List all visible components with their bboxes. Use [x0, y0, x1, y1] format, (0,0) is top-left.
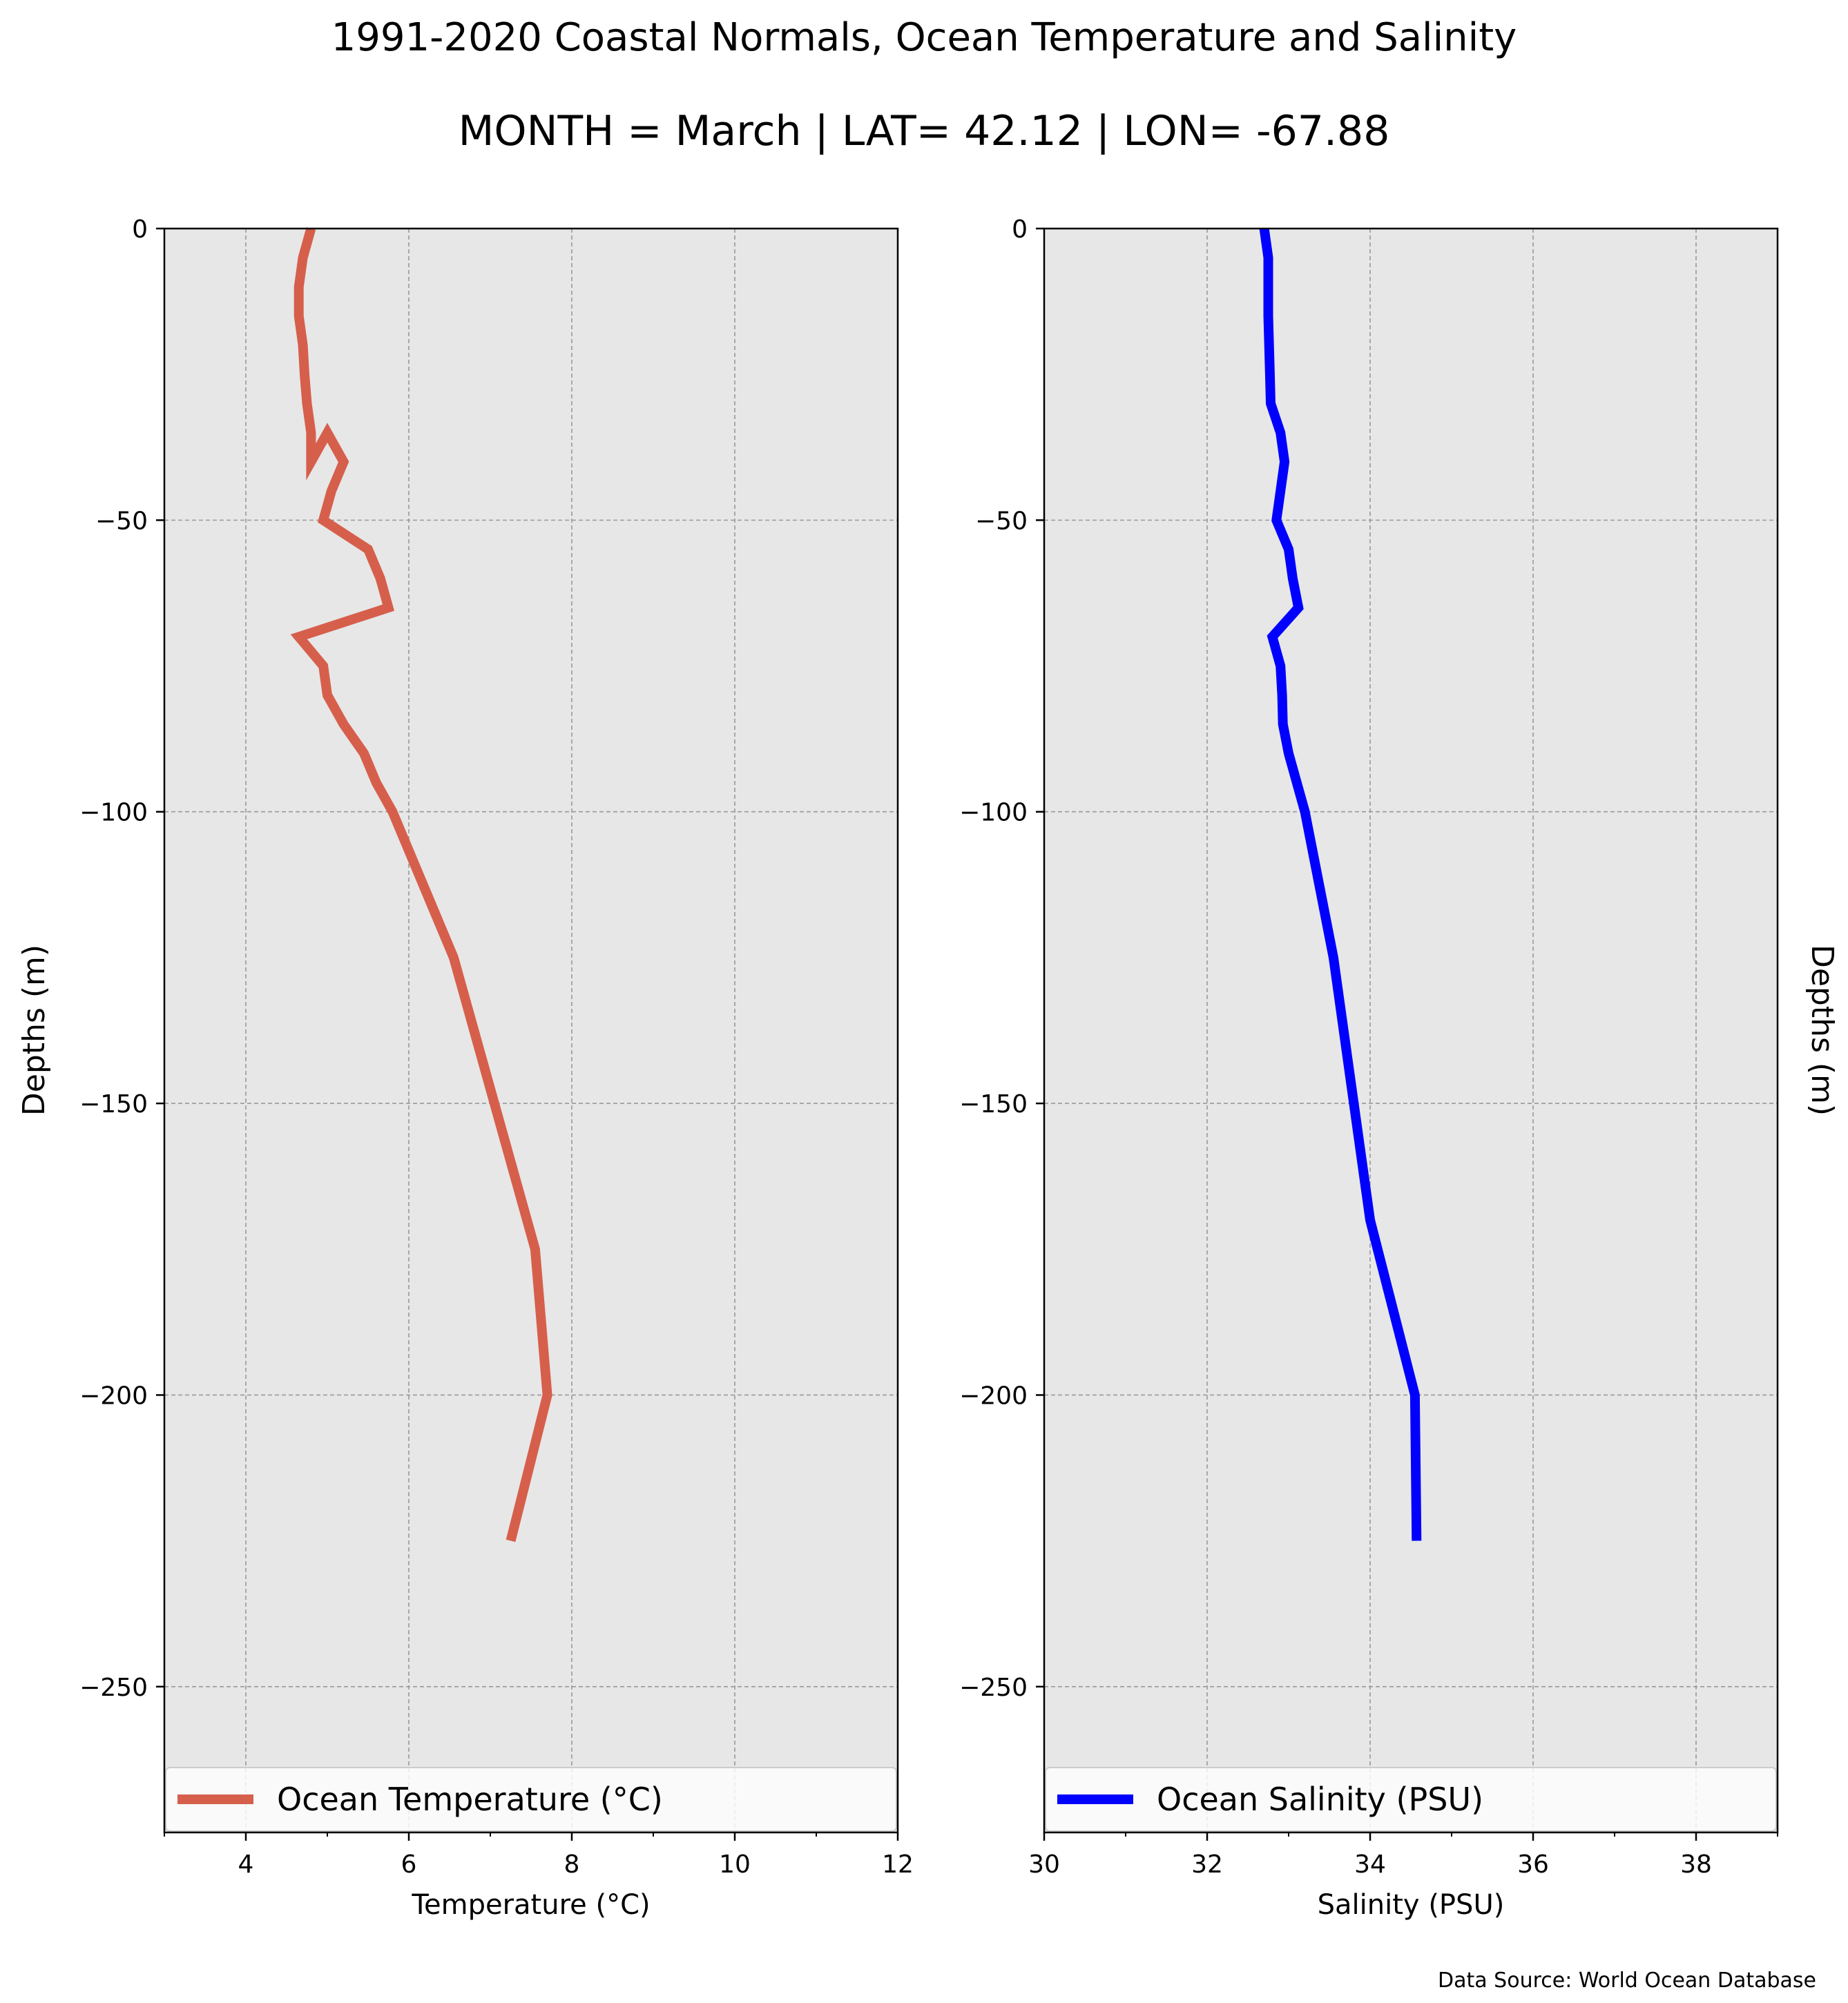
- salinity-y-tick-label: −250: [959, 1674, 1028, 1702]
- temperature-y-tick-label: −150: [79, 1090, 148, 1119]
- salinity-legend: Ocean Salinity (PSU): [1045, 1767, 1777, 1832]
- salinity-line: [1259, 228, 1422, 1541]
- salinity-x-tick-label: 30: [1028, 1850, 1060, 1879]
- temperature-x-tick-label: 4: [238, 1850, 254, 1879]
- salinity-y-ticks: 0 −50 −100 −150 −200 −250: [959, 215, 1044, 1702]
- temperature-y-tick-label: 0: [132, 215, 148, 244]
- temperature-line: [290, 227, 552, 1542]
- salinity-y-tick-label: 0: [1012, 215, 1028, 244]
- temperature-y-tick-label: −100: [79, 799, 148, 827]
- salinity-legend-label: Ocean Salinity (PSU): [1157, 1781, 1483, 1818]
- temperature-x-axis-label: Temperature (°C): [411, 1889, 650, 1921]
- figure-title: 1991-2020 Coastal Normals, Ocean Tempera…: [331, 15, 1517, 60]
- temperature-y-axis-label: Depths (m): [17, 945, 52, 1116]
- figure-subtitle: MONTH = March | LAT= 42.12 | LON= -67.88: [459, 107, 1390, 155]
- salinity-plot-background: [1044, 229, 1778, 1832]
- temperature-plot-frame: [163, 227, 899, 1834]
- salinity-x-tick-label: 36: [1517, 1850, 1549, 1879]
- salinity-y-tick-label: −150: [959, 1090, 1028, 1119]
- salinity-x-tick-label: 32: [1191, 1850, 1223, 1879]
- salinity-x-ticks: 30 32 34 36 38: [1028, 1832, 1778, 1879]
- data-source-note: Data Source: World Ocean Database: [1438, 1968, 1816, 1993]
- temperature-legend: Ocean Temperature (°C): [165, 1767, 897, 1832]
- salinity-y-axis-label: Depths (m): [1804, 945, 1840, 1116]
- temperature-x-tick-label: 8: [564, 1850, 580, 1879]
- salinity-y-tick-label: −100: [959, 799, 1028, 827]
- temperature-legend-box: [165, 1767, 897, 1832]
- temperature-x-tick-label: 10: [719, 1850, 751, 1879]
- salinity-plot-frame: [1043, 227, 1779, 1834]
- temperature-y-ticks: 0 −50 −100 −150 −200 −250: [79, 215, 164, 1702]
- salinity-x-tick-label: 34: [1354, 1850, 1386, 1879]
- temperature-y-tick-label: −50: [95, 507, 148, 535]
- salinity-x-tick-label: 38: [1680, 1850, 1712, 1879]
- temperature-legend-label: Ocean Temperature (°C): [277, 1781, 663, 1818]
- salinity-y-tick-label: −200: [959, 1382, 1028, 1410]
- temperature-y-tick-label: −250: [79, 1674, 148, 1702]
- temperature-y-tick-label: −200: [79, 1382, 148, 1410]
- salinity-x-axis-label: Salinity (PSU): [1318, 1889, 1505, 1921]
- salinity-panel: Ocean Salinity (PSU) 30 32 34 36 38 0 −50 −100…: [959, 215, 1840, 1921]
- temperature-x-tick-label: 12: [882, 1850, 914, 1879]
- temperature-panel: Ocean Temperature (°C) 4 6 8 10 12 0 −50 −100 −…: [17, 215, 914, 1921]
- salinity-legend-box: [1045, 1767, 1777, 1832]
- temperature-plot-background: [164, 229, 898, 1832]
- temperature-x-tick-label: 6: [401, 1850, 417, 1879]
- salinity-y-tick-label: −50: [975, 507, 1028, 535]
- temperature-x-ticks: 4 6 8 10 12: [164, 1832, 914, 1879]
